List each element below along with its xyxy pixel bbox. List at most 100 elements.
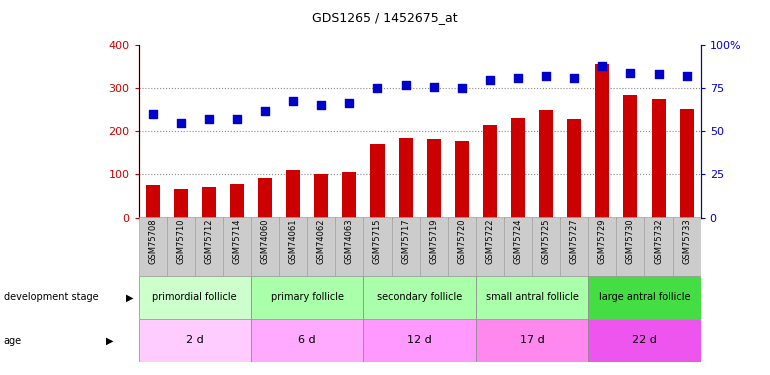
Text: ▶: ▶: [126, 292, 133, 302]
Bar: [539, 110, 553, 218]
Point: [484, 76, 496, 82]
Bar: [567, 119, 581, 218]
Text: 12 d: 12 d: [407, 335, 432, 345]
Point: [540, 73, 552, 79]
Bar: [202, 188, 216, 218]
Bar: [139, 276, 251, 319]
Bar: [504, 217, 532, 276]
Text: small antral follicle: small antral follicle: [486, 292, 578, 302]
Bar: [595, 64, 609, 218]
Bar: [511, 118, 525, 218]
Text: large antral follicle: large antral follicle: [599, 292, 690, 302]
Point: [681, 73, 693, 79]
Point: [287, 98, 300, 104]
Text: primordial follicle: primordial follicle: [152, 292, 237, 302]
Text: GSM75717: GSM75717: [401, 219, 410, 264]
Point: [652, 71, 665, 77]
Point: [259, 108, 271, 114]
Text: GSM75725: GSM75725: [541, 219, 551, 264]
Text: GSM75729: GSM75729: [598, 219, 607, 264]
Bar: [139, 217, 166, 276]
Point: [343, 100, 356, 106]
Bar: [223, 217, 251, 276]
Text: ▶: ▶: [106, 336, 114, 345]
Text: GSM75732: GSM75732: [654, 219, 663, 264]
Bar: [616, 217, 644, 276]
Bar: [251, 319, 363, 362]
Point: [400, 82, 412, 88]
Text: GSM75720: GSM75720: [457, 219, 467, 264]
Bar: [476, 319, 588, 362]
Text: GSM74061: GSM74061: [289, 219, 298, 264]
Bar: [644, 217, 672, 276]
Bar: [588, 276, 701, 319]
Bar: [286, 170, 300, 217]
Bar: [363, 319, 476, 362]
Text: GSM75719: GSM75719: [429, 219, 438, 264]
Bar: [673, 217, 701, 276]
Text: 17 d: 17 d: [520, 335, 544, 345]
Bar: [427, 139, 440, 218]
Text: GSM74060: GSM74060: [260, 219, 269, 264]
Point: [596, 63, 608, 69]
Bar: [532, 217, 560, 276]
Bar: [560, 217, 588, 276]
Bar: [455, 141, 469, 218]
Text: GSM74063: GSM74063: [345, 219, 354, 264]
Bar: [363, 276, 476, 319]
Text: GSM75714: GSM75714: [233, 219, 242, 264]
Text: GSM75730: GSM75730: [626, 219, 635, 264]
Bar: [307, 217, 336, 276]
Bar: [146, 185, 159, 218]
Text: GSM74062: GSM74062: [316, 219, 326, 264]
Bar: [167, 217, 195, 276]
Bar: [588, 217, 616, 276]
Bar: [476, 217, 504, 276]
Bar: [174, 189, 188, 217]
Text: development stage: development stage: [4, 292, 99, 302]
Bar: [336, 217, 363, 276]
Text: primary follicle: primary follicle: [271, 292, 343, 302]
Text: GSM75722: GSM75722: [485, 219, 494, 264]
Bar: [251, 276, 363, 319]
Bar: [448, 217, 476, 276]
Point: [146, 111, 159, 117]
Text: GSM75733: GSM75733: [682, 219, 691, 264]
Bar: [483, 125, 497, 217]
Point: [371, 85, 383, 91]
Text: GSM75712: GSM75712: [204, 219, 213, 264]
Point: [231, 116, 243, 122]
Bar: [258, 178, 272, 218]
Point: [315, 102, 327, 108]
Bar: [476, 276, 588, 319]
Point: [568, 75, 581, 81]
Bar: [230, 184, 244, 218]
Bar: [279, 217, 307, 276]
Text: 22 d: 22 d: [632, 335, 657, 345]
Point: [175, 120, 187, 126]
Text: GSM75708: GSM75708: [148, 219, 157, 264]
Bar: [420, 217, 448, 276]
Bar: [391, 217, 420, 276]
Text: 6 d: 6 d: [299, 335, 316, 345]
Bar: [363, 217, 391, 276]
Bar: [370, 144, 384, 218]
Point: [624, 70, 637, 76]
Point: [512, 75, 524, 81]
Bar: [588, 319, 701, 362]
Bar: [314, 174, 328, 217]
Bar: [139, 319, 251, 362]
Bar: [624, 94, 638, 218]
Bar: [651, 99, 665, 218]
Text: GSM75727: GSM75727: [570, 219, 579, 264]
Text: secondary follicle: secondary follicle: [377, 292, 462, 302]
Text: age: age: [4, 336, 22, 345]
Bar: [680, 109, 694, 217]
Text: GSM75724: GSM75724: [514, 219, 523, 264]
Text: GSM75715: GSM75715: [373, 219, 382, 264]
Bar: [195, 217, 223, 276]
Point: [427, 84, 440, 90]
Bar: [399, 138, 413, 218]
Text: 2 d: 2 d: [186, 335, 204, 345]
Text: GDS1265 / 1452675_at: GDS1265 / 1452675_at: [312, 11, 458, 24]
